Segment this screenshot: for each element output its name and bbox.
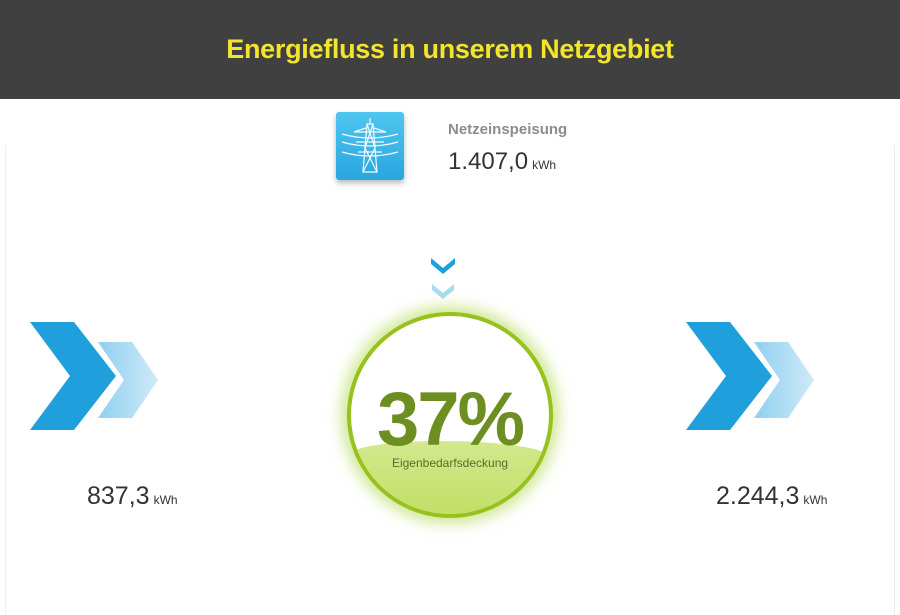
flow-left-value: 837,3 kWh: [87, 482, 178, 510]
coverage-fill: [351, 440, 549, 514]
double-chevron-right-icon: [30, 322, 158, 430]
flow-right-unit: kWh: [803, 493, 828, 507]
page-title: Energiefluss in unserem Netzgebiet: [226, 34, 674, 64]
double-chevron-right-icon: [686, 322, 814, 430]
flow-right-value: 2.244,3 kWh: [716, 482, 828, 510]
chevron-down-icon: [431, 258, 455, 299]
coverage-percent: 37%: [376, 377, 525, 462]
power-pylon-icon: [336, 112, 404, 180]
grid-feed-value: 1.407,0 kWh: [448, 148, 557, 175]
coverage-gauge: 37% Eigenbedarfsdeckung: [335, 300, 565, 530]
flow-left-unit: kWh: [153, 493, 178, 507]
coverage-caption: Eigenbedarfsdeckung: [391, 456, 509, 470]
coverage-circle: 37% Eigenbedarfsdeckung: [347, 312, 553, 518]
header-bar: Energiefluss in unserem Netzgebiet: [0, 0, 900, 99]
grid-feed-label: Netzeinspeisung: [448, 121, 568, 138]
grid-feed-unit: kWh: [532, 158, 557, 172]
